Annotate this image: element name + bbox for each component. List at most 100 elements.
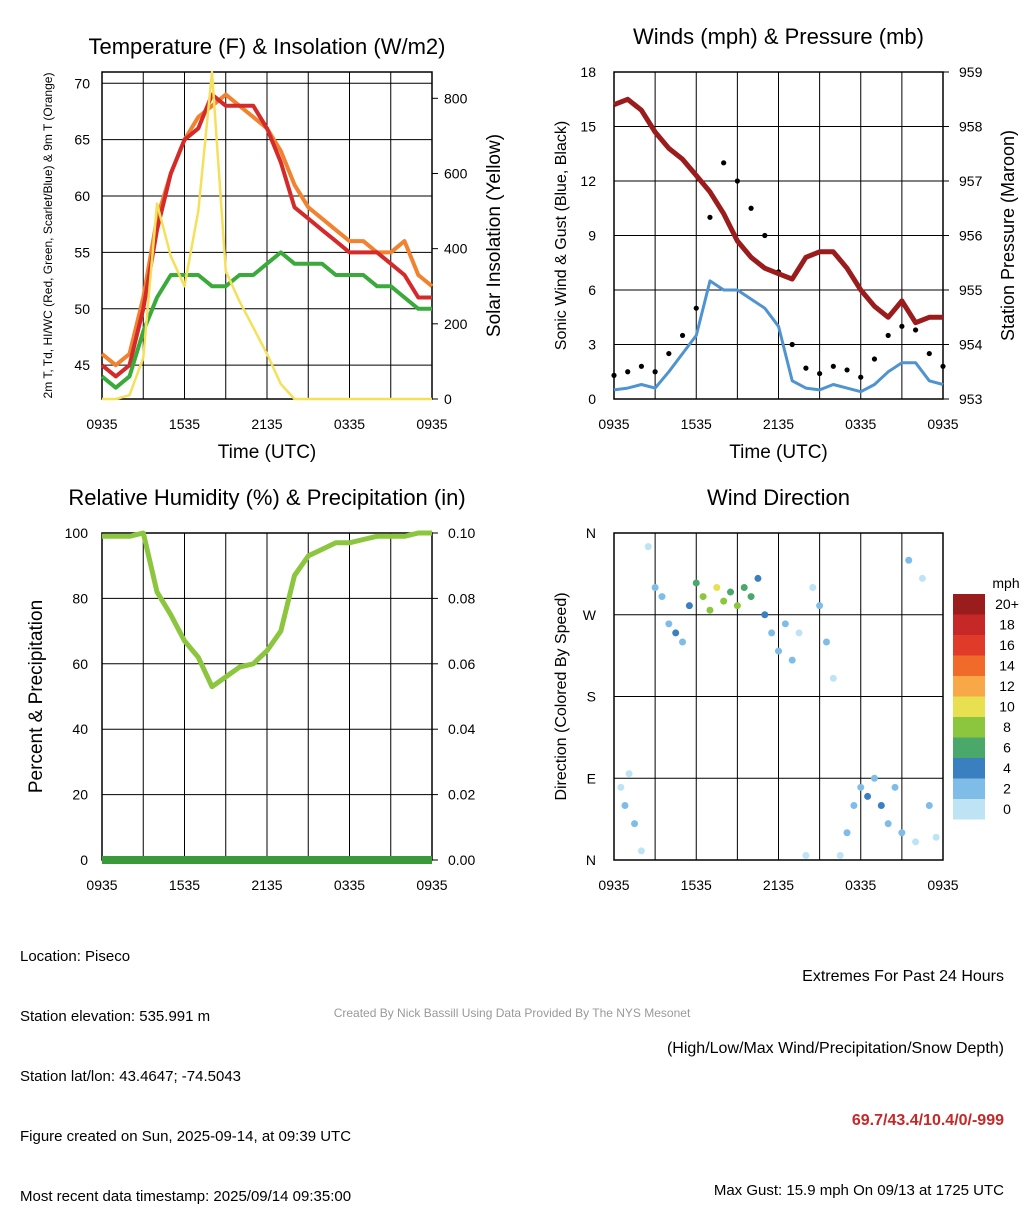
y-tick-label-right: 955 <box>959 282 983 298</box>
y-tick-label-left: 55 <box>74 244 90 260</box>
direction-point <box>679 638 687 646</box>
y-axis-label-left: 2m T, Td, HI/WC (Red, Green, Scarlet/Blu… <box>41 73 55 399</box>
extremes-values: 69.7/43.4/10.4/0/-999 <box>851 1112 1004 1129</box>
direction-point <box>720 597 728 605</box>
legend-swatch <box>953 758 985 779</box>
direction-point <box>877 802 885 809</box>
extremes-subheading: (High/Low/Max Wind/Precipitation/Snow De… <box>666 1040 1004 1057</box>
direction-point <box>617 783 625 791</box>
direction-point <box>713 584 721 591</box>
direction-point <box>733 602 741 610</box>
direction-point <box>918 574 926 582</box>
y-tick-label-right: 800 <box>444 90 468 106</box>
legend-label: 14 <box>999 658 1015 674</box>
direction-point <box>925 802 933 809</box>
y-tick-label-left: 3 <box>588 337 596 353</box>
chart-title: Winds (mph) & Pressure (mb) <box>633 24 924 49</box>
direction-point <box>795 629 803 637</box>
y-tick-label-right: 0.06 <box>448 656 475 672</box>
y-tick-label: N <box>586 852 596 868</box>
y-tick-label-left: 18 <box>580 64 596 80</box>
direction-point <box>884 820 892 828</box>
direction-point <box>699 593 707 601</box>
y-tick-label-right: 0.10 <box>448 525 475 541</box>
gust-point <box>638 363 645 369</box>
legend-label: 16 <box>999 637 1015 653</box>
x-tick-label: 0335 <box>334 877 365 893</box>
y-tick-label-right: 957 <box>959 173 983 189</box>
direction-point <box>905 556 913 564</box>
x-axis-label: Time (UTC) <box>729 442 828 463</box>
gust-point <box>611 372 617 378</box>
y-tick-label-left: 6 <box>588 282 596 298</box>
y-tick-label-right: 400 <box>444 241 468 257</box>
gust-point <box>789 341 795 348</box>
legend-label: 18 <box>999 617 1015 633</box>
gust-point <box>625 369 631 375</box>
gust-point <box>748 205 754 211</box>
direction-point <box>658 593 666 601</box>
chart-title: Temperature (F) & Insolation (W/m2) <box>89 34 446 59</box>
y-tick-label-left: 0 <box>80 852 88 868</box>
direction-point <box>788 656 796 664</box>
location-text: Location: Piseco <box>20 948 131 965</box>
x-tick-label: 2135 <box>251 416 282 432</box>
gust-point <box>830 363 836 369</box>
gust-point <box>666 350 672 357</box>
x-tick-label: 1535 <box>169 416 200 432</box>
y-tick-label: N <box>586 525 596 541</box>
direction-point <box>685 602 693 610</box>
direction-point <box>932 833 940 841</box>
y-tick-label-right: 959 <box>959 64 983 80</box>
direction-point <box>775 647 782 655</box>
y-tick-label-right: 956 <box>959 228 983 244</box>
direction-point <box>665 620 673 628</box>
direction-point <box>816 602 824 610</box>
gust-point <box>734 178 740 184</box>
gust-point <box>912 327 919 333</box>
y-tick-label: W <box>583 607 597 623</box>
y-tick-label-left: 65 <box>74 132 90 148</box>
legend-swatch <box>953 676 985 697</box>
direction-point <box>727 588 735 596</box>
legend-label: 8 <box>1003 719 1011 735</box>
legend-label: 20+ <box>995 596 1019 612</box>
legend-label: 12 <box>999 678 1015 694</box>
extremes-heading: Extremes For Past 24 Hours <box>802 968 1004 985</box>
gust-point <box>899 323 905 329</box>
station-info: Location: Piseco Station elevation: 535.… <box>20 907 351 1227</box>
legend-label: 0 <box>1003 801 1011 817</box>
direction-point <box>631 820 639 828</box>
max-gust-text: Max Gust: 15.9 mph On 09/13 at 1725 UTC <box>713 1182 1004 1199</box>
credit-text: Created By Nick Bassill Using Data Provi… <box>333 1006 691 1020</box>
x-tick-label: 0935 <box>927 877 958 893</box>
y-tick-label-right: 600 <box>444 165 468 181</box>
y-tick-label-left: 45 <box>74 357 90 373</box>
direction-point <box>809 584 817 591</box>
y-tick-label: S <box>587 689 596 705</box>
y-tick-label: E <box>587 770 596 786</box>
y-axis-label-left: Percent & Precipitation <box>26 600 47 793</box>
gust-point <box>679 332 686 339</box>
y-tick-label-right: 953 <box>959 391 983 407</box>
x-tick-label: 1535 <box>169 877 200 893</box>
legend-label: 2 <box>1003 781 1011 797</box>
x-tick-label: 0935 <box>416 877 447 893</box>
direction-point <box>761 611 769 619</box>
y-tick-label-right: 954 <box>959 337 983 353</box>
direction-point <box>829 674 837 682</box>
series-t2m <box>100 92 432 379</box>
y-tick-label-left: 0 <box>588 391 596 407</box>
y-tick-label-left: 15 <box>580 119 596 135</box>
legend-label: 10 <box>999 699 1015 715</box>
x-tick-label: 0935 <box>927 416 958 432</box>
plot-frame <box>101 71 433 400</box>
x-tick-label: 2135 <box>763 877 794 893</box>
gust-point <box>721 160 727 166</box>
series-solar <box>102 70 432 401</box>
y-tick-label-right: 0.04 <box>448 721 475 737</box>
elevation-text: Station elevation: 535.991 m <box>20 1008 211 1025</box>
x-tick-label: 2135 <box>251 877 282 893</box>
x-tick-label: 0935 <box>86 416 117 432</box>
y-axis-label-left: Sonic Wind & Gust (Blue, Black) <box>553 121 570 350</box>
